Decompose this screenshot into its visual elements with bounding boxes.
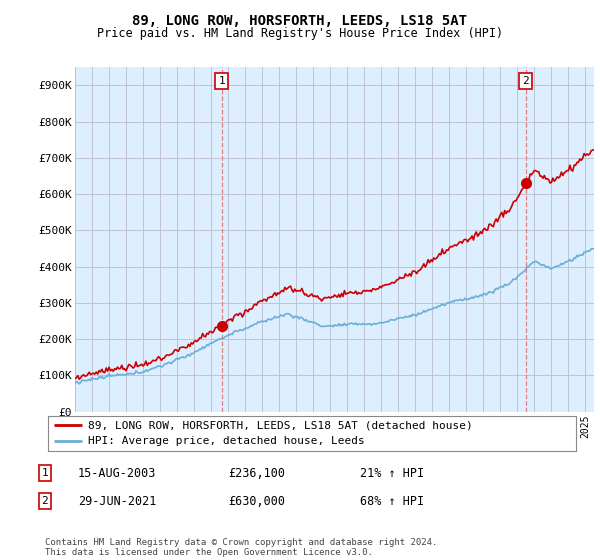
Text: 2: 2 xyxy=(41,496,49,506)
Text: Contains HM Land Registry data © Crown copyright and database right 2024.
This d: Contains HM Land Registry data © Crown c… xyxy=(45,538,437,557)
Text: HPI: Average price, detached house, Leeds: HPI: Average price, detached house, Leed… xyxy=(88,436,364,446)
Text: 89, LONG ROW, HORSFORTH, LEEDS, LS18 5AT: 89, LONG ROW, HORSFORTH, LEEDS, LS18 5AT xyxy=(133,14,467,28)
Text: 15-AUG-2003: 15-AUG-2003 xyxy=(78,466,157,480)
Text: 1: 1 xyxy=(41,468,49,478)
Text: 68% ↑ HPI: 68% ↑ HPI xyxy=(360,494,424,508)
Text: 1: 1 xyxy=(218,76,225,86)
Text: 2: 2 xyxy=(523,76,529,86)
Text: 29-JUN-2021: 29-JUN-2021 xyxy=(78,494,157,508)
Text: 21% ↑ HPI: 21% ↑ HPI xyxy=(360,466,424,480)
Text: £630,000: £630,000 xyxy=(228,494,285,508)
Text: £236,100: £236,100 xyxy=(228,466,285,480)
Text: 89, LONG ROW, HORSFORTH, LEEDS, LS18 5AT (detached house): 89, LONG ROW, HORSFORTH, LEEDS, LS18 5AT… xyxy=(88,421,472,431)
Text: Price paid vs. HM Land Registry's House Price Index (HPI): Price paid vs. HM Land Registry's House … xyxy=(97,27,503,40)
